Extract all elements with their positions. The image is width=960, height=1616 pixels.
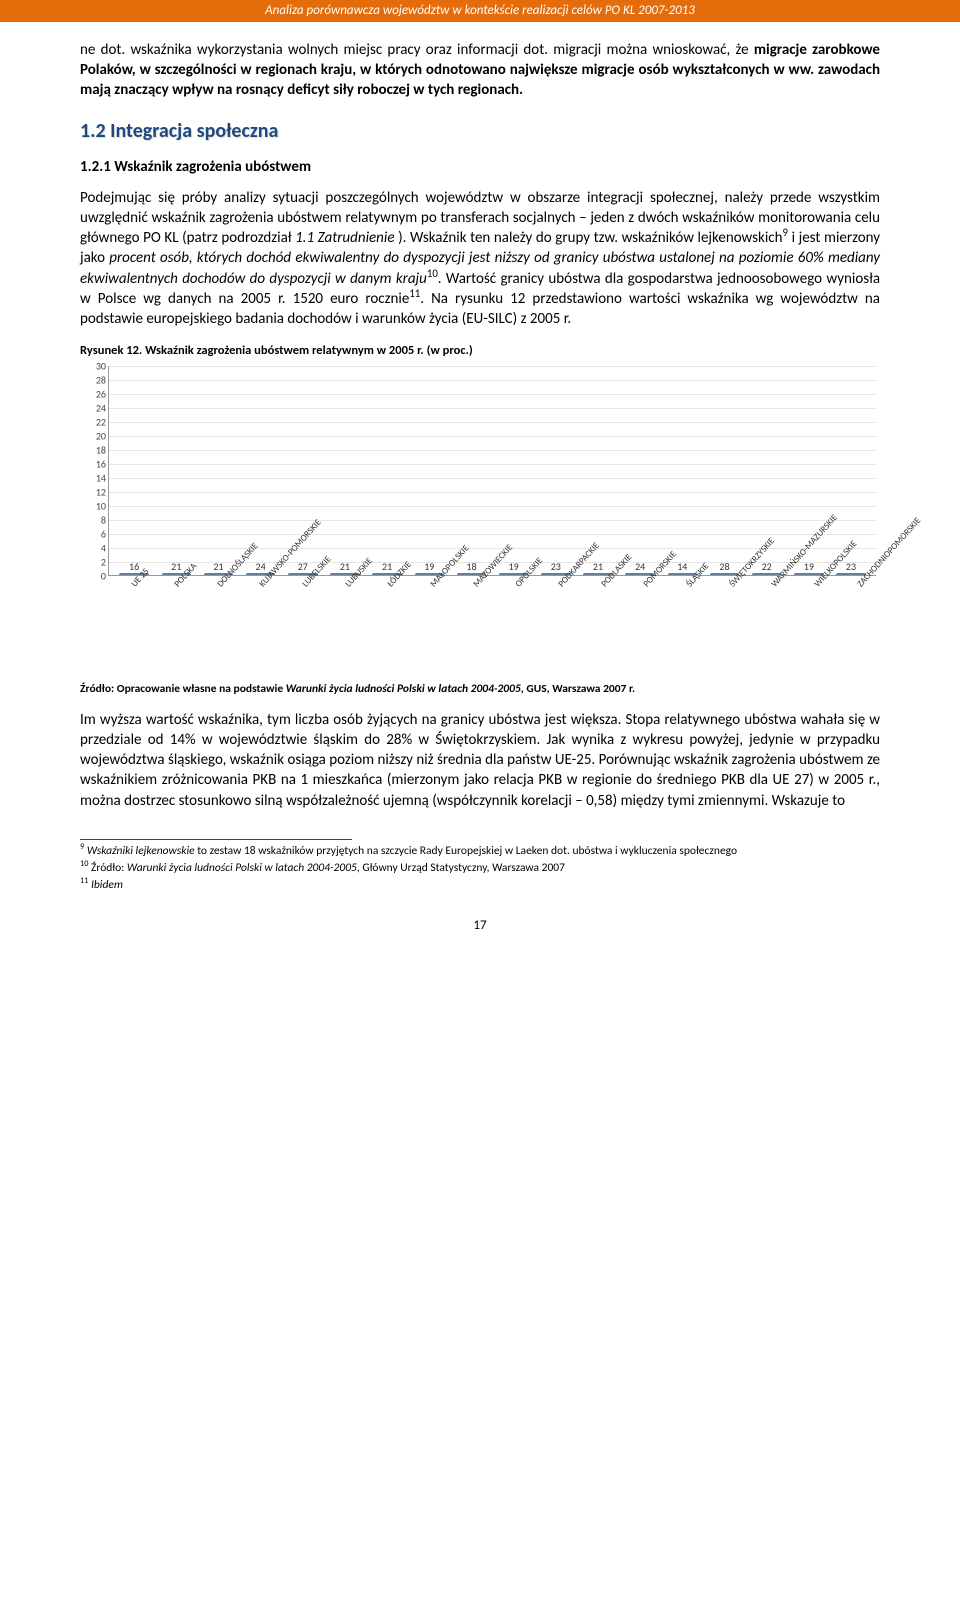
src-i: Warunki życia ludności Polski w latach 2…: [286, 682, 521, 696]
chart-xlabel: ŁÓDZKIE: [364, 576, 407, 676]
fn9-b: to zestaw 18 wskaźników przyjętych na sz…: [195, 844, 738, 858]
chart-ytick: 18: [80, 443, 106, 457]
p2-i1: 1.1 Zatrudnienie: [295, 229, 398, 247]
chart-ytick: 14: [80, 471, 106, 485]
chart-gridline: [109, 520, 876, 521]
chart-ytick: 4: [80, 541, 106, 555]
chart-ytick: 8: [80, 513, 106, 527]
chart-gridline: [109, 366, 876, 367]
para1-text: ne dot. wskaźnika wykorzystania wolnych …: [80, 41, 754, 59]
chart-gridline: [109, 408, 876, 409]
page-number: 17: [80, 917, 880, 935]
chart-xlabel: ŚWIĘTOKRZYSKIE: [705, 576, 748, 676]
fn10-b: , Główny Urząd Statystyczny, Warszawa 20…: [357, 861, 565, 875]
fn10-i: Warunki życia ludności Polski w latach 2…: [127, 861, 357, 875]
p2-sup2: 10: [427, 267, 438, 280]
chart-xlabel: LUBUSKIE: [321, 576, 364, 676]
footnotes: 9 Wskaźniki lejkenowskie to zestaw 18 ws…: [80, 844, 869, 893]
chart-xlabel: OPOLSKIE: [492, 576, 535, 676]
chart-xlabel: UE 25: [108, 576, 151, 676]
chart-xlabel: LUBELSKIE: [279, 576, 322, 676]
fn10-a: Źródło:: [88, 861, 127, 875]
chart-xlabel: WARMIŃSKO-MAZURSKIE: [748, 576, 791, 676]
paragraph-2: Podejmując się próby analizy sytuacji po…: [80, 188, 880, 330]
page-body: ne dot. wskaźnika wykorzystania wolnych …: [0, 40, 960, 975]
chart-ytick: 10: [80, 499, 106, 513]
src-b: , GUS, Warszawa 2007 r.: [521, 682, 635, 696]
footnote-10: 10 Źródło: Warunki życia ludności Polski…: [80, 861, 869, 876]
chart-gridline: [109, 380, 876, 381]
chart-xlabel: WIELKOPOLSKIE: [791, 576, 834, 676]
chart-ytick: 24: [80, 401, 106, 415]
chart-ytick: 20: [80, 429, 106, 443]
chart-caption: Rysunek 12. Wskaźnik zagrożenia ubóstwem…: [80, 343, 880, 360]
chart-x-axis: UE 25POLSKADOLNOŚLĄSKIEKUJAWSKO-POMORSKI…: [108, 576, 876, 676]
chart-ytick: 12: [80, 485, 106, 499]
section-heading: 1.2 Integracja społeczna: [80, 118, 880, 145]
paragraph-intro: ne dot. wskaźnika wykorzystania wolnych …: [80, 40, 880, 101]
chart-xlabel: MAŁOPOLSKIE: [407, 576, 450, 676]
chart-source: Źródło: Opracowanie własne na podstawie …: [80, 682, 880, 698]
paragraph-3: Im wyższa wartość wskaźnika, tym liczba …: [80, 710, 880, 811]
chart-gridline: [109, 464, 876, 465]
footnote-11: 11 Ibidem: [80, 878, 869, 893]
chart-xlabel: POMORSKIE: [620, 576, 663, 676]
chart-xlabel: PODKARPACKIE: [535, 576, 578, 676]
chart-gridline: [109, 450, 876, 451]
chart-xlabel: POLSKA: [151, 576, 194, 676]
chart-ytick: 22: [80, 415, 106, 429]
chart-gridline: [109, 506, 876, 507]
chart-ytick: 26: [80, 387, 106, 401]
chart-xlabel: DOLNOŚLĄSKIE: [193, 576, 236, 676]
chart-xlabel: KUJAWSKO-POMORSKIE: [236, 576, 279, 676]
chart-ytick: 16: [80, 457, 106, 471]
src-a: Źródło: Opracowanie własne na podstawie: [80, 682, 286, 696]
chart-xlabel: PODLASKIE: [577, 576, 620, 676]
chart-xlabel: MAZOWIECKIE: [449, 576, 492, 676]
footnote-9: 9 Wskaźniki lejkenowskie to zestaw 18 ws…: [80, 844, 869, 859]
chart-gridline: [109, 422, 876, 423]
footnotes-rule: 9 Wskaźniki lejkenowskie to zestaw 18 ws…: [80, 839, 352, 893]
chart-ytick: 0: [80, 569, 106, 583]
chart-ytick: 6: [80, 527, 106, 541]
p2-sup3: 11: [409, 287, 420, 300]
chart-gridline: [109, 436, 876, 437]
chart-xlabel: ŚLĄSKIE: [663, 576, 706, 676]
page-header-bar: Analiza porównawcza województw w kontekś…: [0, 0, 960, 22]
chart-gridline: [109, 478, 876, 479]
chart-gridline: [109, 394, 876, 395]
chart-ytick: 30: [80, 359, 106, 373]
chart-gridline: [109, 534, 876, 535]
chart-xlabel: ZACHODNIOPOMORSKIE: [833, 576, 876, 676]
chart-ytick: 28: [80, 373, 106, 387]
p2-b: ). Wskaźnik ten należy do grupy tzw. wsk…: [398, 229, 782, 247]
fn11-i: Ibidem: [91, 878, 123, 892]
bar-chart: 024681012141618202224262830 162121242721…: [80, 366, 880, 676]
chart-ytick: 2: [80, 555, 106, 569]
subsection-heading: 1.2.1 Wskaźnik zagrożenia ubóstwem: [80, 157, 880, 177]
fn9-i: Wskaźniki lejkenowskie: [87, 844, 195, 858]
chart-gridline: [109, 492, 876, 493]
